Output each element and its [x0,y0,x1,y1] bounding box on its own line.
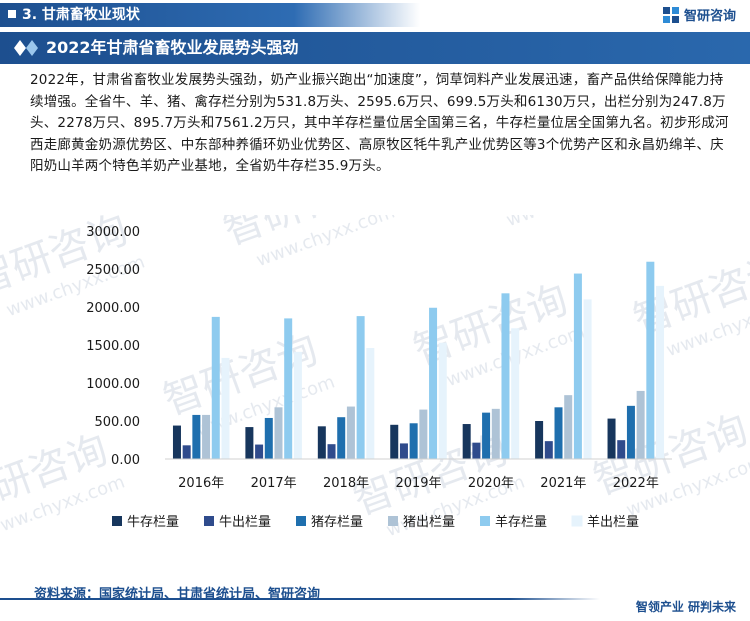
body-paragraph: 2022年，甘肃省畜牧业发展势头强劲，奶产业振兴跑出“加速度”，饲草饲料产业发展… [30,72,729,174]
bar [327,444,336,459]
bars [172,261,665,459]
bar [482,412,491,459]
legend-label: 羊出栏量 [587,514,639,530]
bar [346,406,355,459]
bar [419,409,428,459]
section-label-text: 3. 甘肃畜牧业现状 [22,7,140,23]
bar [284,318,293,459]
y-axis: 0.00 500.00 1000.00 1500.00 2000.00 2500.00 30… [86,225,140,468]
legend-label: 牛存栏量 [127,515,179,530]
bar [399,443,408,459]
bar [491,408,500,459]
y-tick-label: 1500.00 [86,339,140,354]
bar [535,421,544,459]
bar [617,440,626,459]
x-tick-label: 2017年 [251,476,297,491]
square-bullet-icon [8,10,16,18]
bar [607,418,616,459]
legend: 牛存栏量 牛出栏量 猪存栏量 猪出栏量 羊存栏量 羊出栏量 [112,514,639,530]
x-tick-label: 2019年 [395,476,441,491]
x-tick-label: 2022年 [613,476,659,491]
y-tick-label: 3000.00 [86,225,140,240]
legend-label: 猪存栏量 [311,515,363,530]
legend-label: 羊存栏量 [495,514,547,530]
bar [221,357,230,459]
bar [626,405,635,459]
bar [573,273,582,459]
bar [366,348,375,459]
footer-divider [0,598,600,600]
page-title: 2022年甘肃省畜牧业发展势头强劲 [46,38,299,57]
y-tick-label: 1000.00 [86,377,140,392]
bar [564,395,573,459]
brand-name: 智研咨询 [683,9,736,24]
legend-swatch [480,516,490,526]
brand: 智研咨询 [662,5,736,24]
x-tick-label: 2016年 [178,476,224,491]
y-tick-label: 0.00 [111,453,140,468]
bar [511,328,520,459]
bar [501,293,510,459]
bar [172,425,181,459]
legend-swatch [296,516,306,526]
bar [274,407,283,459]
bar [646,261,655,459]
x-tick-label: 2020年 [468,476,514,491]
legend-swatch [112,516,122,526]
bar [293,351,302,459]
bar [192,414,201,459]
x-tick-label: 2021年 [540,476,586,491]
brand-logo-icon [662,6,679,23]
bar [438,342,447,459]
bar [636,390,645,459]
bar [544,441,553,459]
legend-swatch [571,515,583,527]
bar [554,407,563,459]
section-label: 3. 甘肃畜牧业现状 [0,3,420,27]
bar [429,307,438,459]
y-tick-label: 500.00 [95,415,141,430]
bar [472,442,481,459]
bar [255,444,264,459]
y-tick-label: 2000.00 [86,301,140,316]
legend-label: 猪出栏量 [403,515,455,530]
watermark-url: www.chyxx.com [504,215,648,231]
bar [245,427,254,459]
x-axis: 2016年 2017年 2018年 2019年 2020年 2021年 2022年 [178,476,659,491]
bar [409,423,418,459]
x-tick-label: 2018年 [323,476,369,491]
slogan: 智领产业 研判未来 [635,600,736,614]
bar-chart: 智研咨询www.chyxx.com智研咨询www.chyxx.com智研咨询ww… [0,215,750,541]
double-diamond-icon [14,40,38,56]
bar [390,424,399,459]
legend-label: 牛出栏量 [219,515,271,530]
bar [462,424,471,459]
bar [264,417,273,459]
y-tick-label: 2500.00 [86,263,140,278]
bar [202,414,211,459]
legend-swatch [204,516,214,526]
bar [583,299,592,459]
title-bar: 2022年甘肃省畜牧业发展势头强劲 [0,32,750,64]
bar [656,285,665,459]
bar [182,445,191,459]
bar [211,316,220,459]
bar [356,316,365,459]
top-bar: 3. 甘肃畜牧业现状 智研咨询 [0,0,750,30]
bar [317,426,326,459]
legend-swatch [388,516,398,526]
bar [337,417,346,459]
